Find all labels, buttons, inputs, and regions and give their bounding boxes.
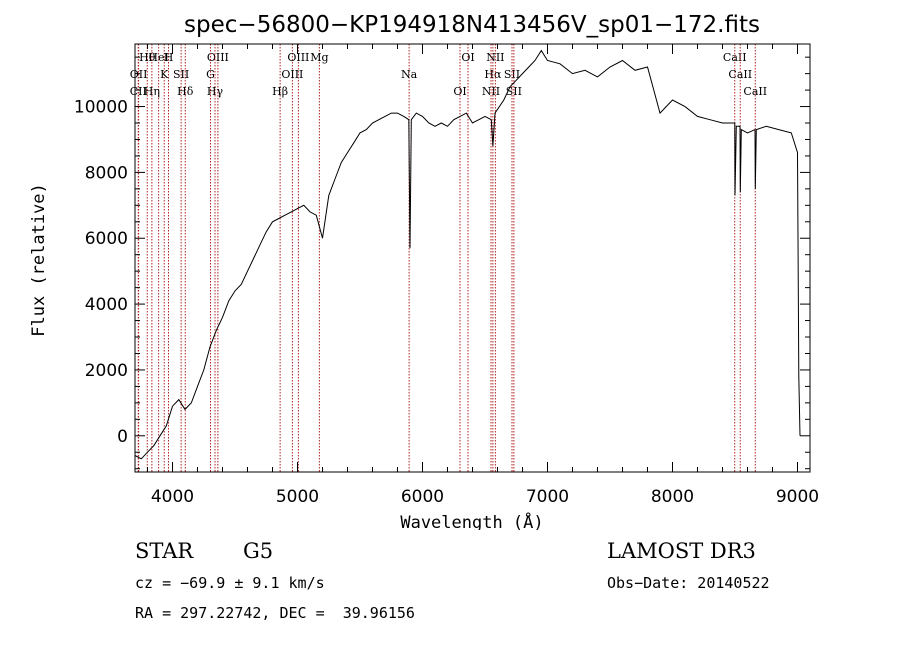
x-tick-label: 6000 bbox=[401, 487, 444, 507]
redshift-velocity: cz = −69.9 ± 9.1 km/s bbox=[135, 574, 325, 592]
marker-label: OIII bbox=[207, 51, 229, 64]
marker-label: K bbox=[160, 68, 169, 81]
marker-label: Hη bbox=[144, 85, 160, 98]
spectrum-line bbox=[134, 49, 801, 460]
marker-label: SII bbox=[504, 68, 520, 81]
x-tick-label: 4000 bbox=[151, 487, 194, 507]
marker-label: CaII bbox=[743, 85, 767, 98]
marker-label: HeI bbox=[148, 51, 168, 64]
marker-label: OIII bbox=[281, 68, 303, 81]
marker-label: Hα bbox=[484, 68, 502, 81]
marker-label: OII bbox=[130, 68, 148, 81]
y-axis-label: Flux (relative) bbox=[29, 183, 49, 337]
marker-label: OI bbox=[461, 51, 474, 64]
marker-label: Na bbox=[401, 68, 418, 81]
marker-label: H bbox=[164, 51, 174, 64]
marker-label: OIII bbox=[287, 51, 309, 64]
y-tick-label: 0 bbox=[117, 427, 128, 447]
y-tick-label: 6000 bbox=[85, 229, 128, 249]
marker-label: G bbox=[206, 68, 215, 81]
spectral-subclass: G5 bbox=[243, 539, 274, 563]
x-tick-label: 8000 bbox=[651, 487, 694, 507]
y-tick-label: 8000 bbox=[85, 163, 128, 183]
chart-title: spec−56800−KP194918N413456V_sp01−172.fit… bbox=[184, 12, 760, 38]
marker-label: Hβ bbox=[272, 85, 288, 98]
x-tick-label: 7000 bbox=[526, 487, 569, 507]
axis-ticks: 4000 5000 6000 7000 8000 9000 0 2000 4000 6000 800… bbox=[74, 44, 819, 507]
x-axis-label: Wavelength (Å) bbox=[400, 511, 543, 530]
x-tick-label: 5000 bbox=[276, 487, 319, 507]
marker-label: NII bbox=[486, 51, 504, 64]
plot-frame bbox=[134, 43, 811, 473]
x-tick-label: 9000 bbox=[776, 487, 819, 507]
observation-date: Obs−Date: 20140522 bbox=[607, 574, 770, 592]
marker-label: NII bbox=[482, 85, 500, 98]
marker-label: CII bbox=[130, 85, 147, 98]
y-tick-label: 10000 bbox=[74, 98, 128, 118]
spectrum-chart: spec−56800−KP194918N413456V_sp01−172.fit… bbox=[29, 12, 819, 530]
y-tick-label: 2000 bbox=[85, 361, 128, 381]
marker-label: SII bbox=[173, 68, 189, 81]
survey-name: LAMOST DR3 bbox=[607, 539, 756, 563]
object-class: STAR bbox=[135, 539, 194, 563]
line-markers: HθKHδOIIIOIIICIIHeISIIHγOIIIOIIHηHGHβMgN… bbox=[130, 44, 767, 472]
marker-label: CaII bbox=[723, 51, 747, 64]
marker-label: OI bbox=[453, 85, 466, 98]
marker-label: Mg bbox=[310, 51, 328, 64]
y-tick-label: 4000 bbox=[85, 295, 128, 315]
ra-dec: RA = 297.22742, DEC = 39.96156 bbox=[135, 604, 415, 622]
marker-label: Hγ bbox=[207, 85, 224, 98]
marker-label: CaII bbox=[728, 68, 752, 81]
marker-label: Hδ bbox=[177, 85, 194, 98]
